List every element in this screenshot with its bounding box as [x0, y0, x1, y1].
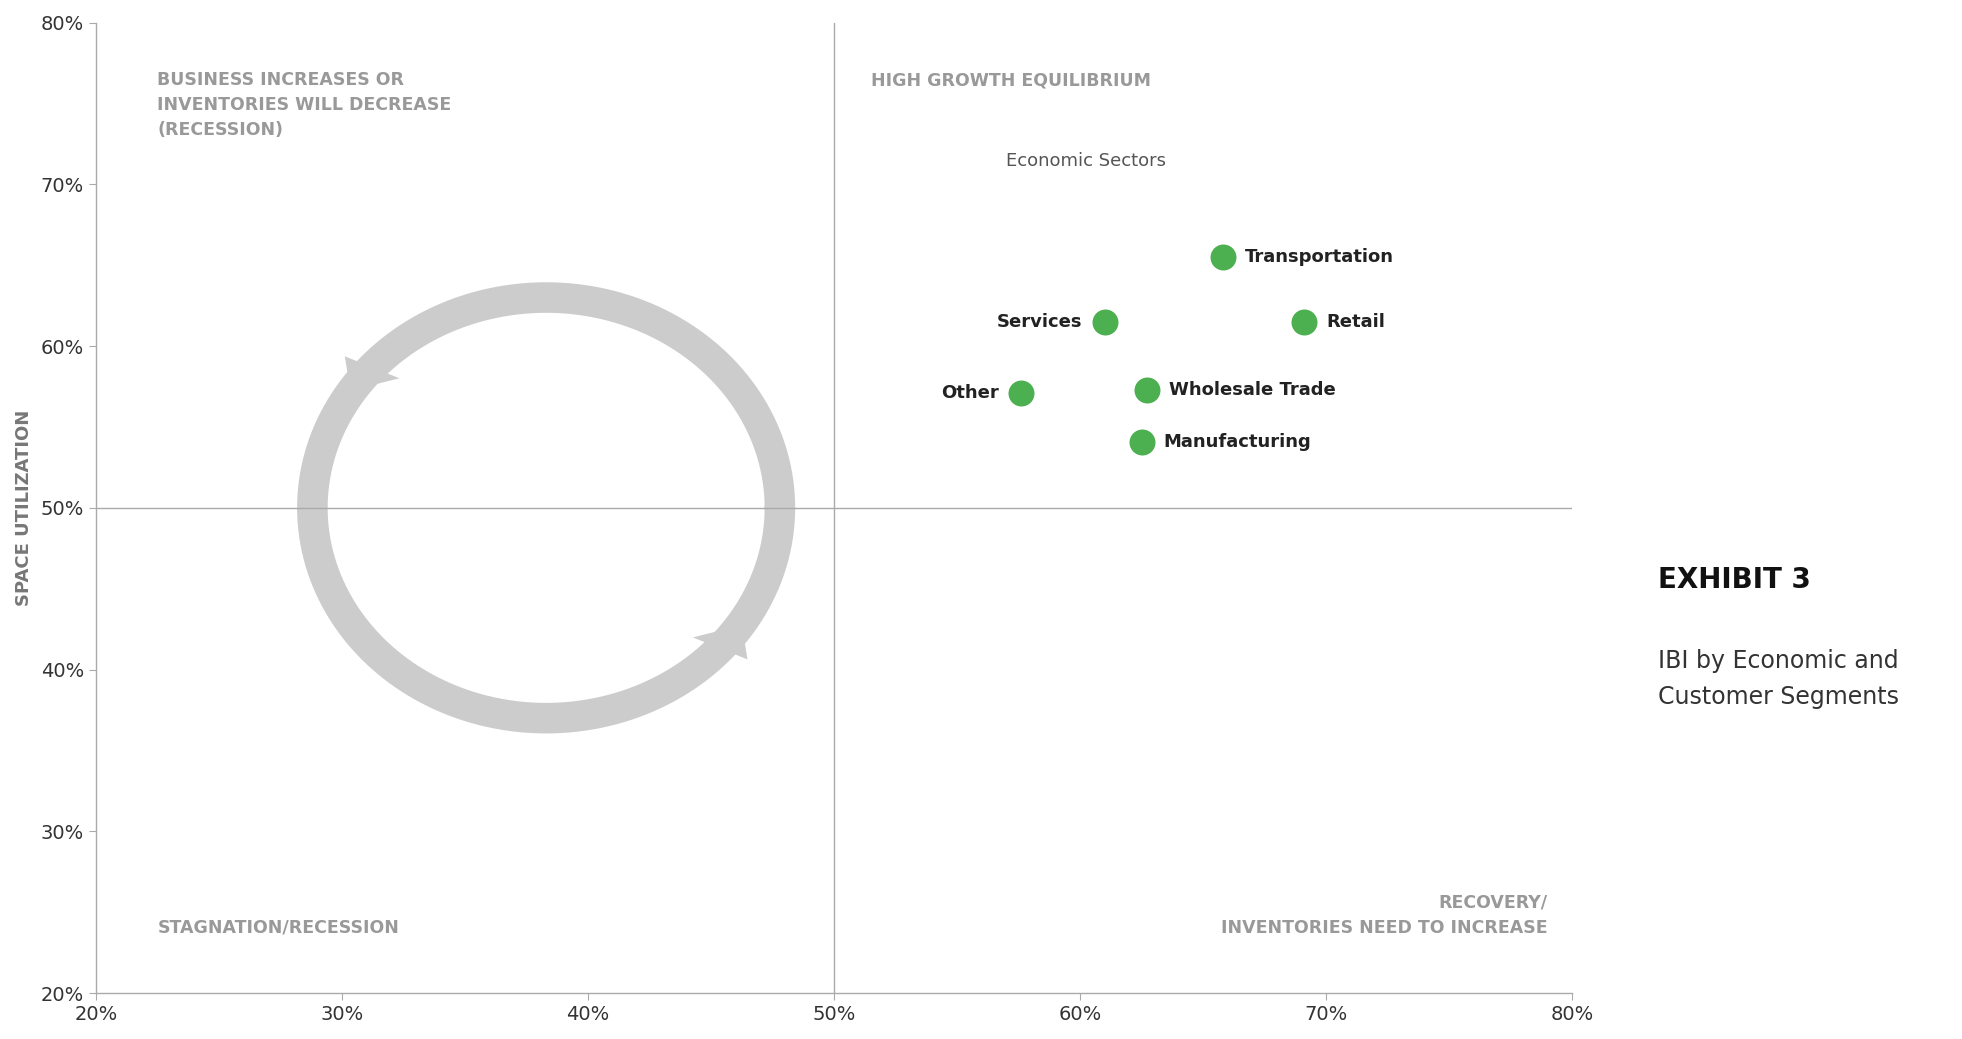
Text: Economic Sectors: Economic Sectors: [1007, 152, 1165, 170]
Text: Other: Other: [942, 384, 999, 402]
Text: Manufacturing: Manufacturing: [1163, 432, 1311, 451]
Point: [1005, 384, 1036, 401]
Text: IBI by Economic and
Customer Segments: IBI by Economic and Customer Segments: [1658, 649, 1899, 709]
Text: STAGNATION/RECESSION: STAGNATION/RECESSION: [157, 918, 398, 936]
Text: Wholesale Trade: Wholesale Trade: [1169, 380, 1336, 399]
Point: [1207, 248, 1238, 265]
Polygon shape: [693, 625, 748, 660]
Text: Retail: Retail: [1326, 313, 1385, 330]
Point: [1126, 433, 1158, 450]
Text: EXHIBIT 3: EXHIBIT 3: [1658, 566, 1811, 594]
Point: [1089, 314, 1120, 330]
Text: BUSINESS INCREASES OR
INVENTORIES WILL DECREASE
(RECESSION): BUSINESS INCREASES OR INVENTORIES WILL D…: [157, 71, 451, 139]
Text: Transportation: Transportation: [1246, 248, 1393, 266]
Y-axis label: SPACE UTILIZATION: SPACE UTILIZATION: [16, 409, 33, 606]
Point: [1130, 381, 1162, 398]
Polygon shape: [345, 356, 400, 391]
Text: RECOVERY/
INVENTORIES NEED TO INCREASE: RECOVERY/ INVENTORIES NEED TO INCREASE: [1220, 894, 1548, 936]
Point: [1289, 314, 1320, 330]
Text: Services: Services: [997, 313, 1083, 330]
Text: HIGH GROWTH EQUILIBRIUM: HIGH GROWTH EQUILIBRIUM: [871, 71, 1152, 89]
